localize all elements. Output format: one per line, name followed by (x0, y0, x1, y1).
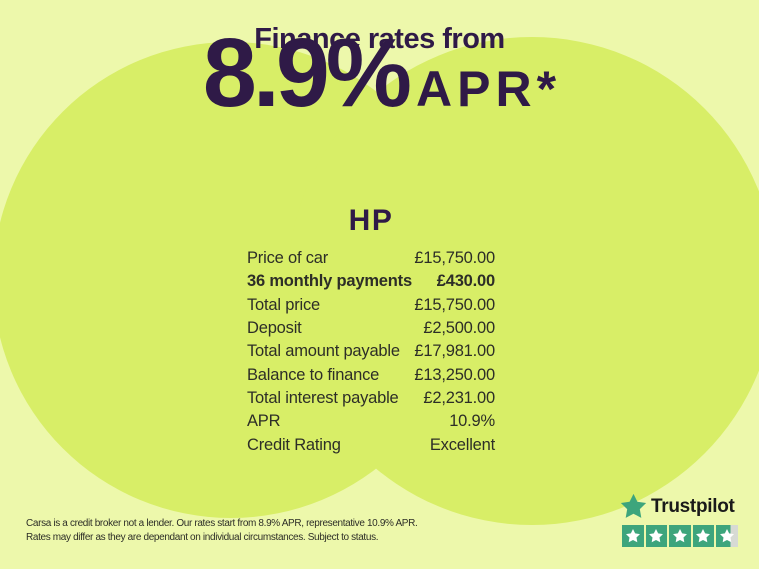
rate-footnote-asterisk: * (536, 61, 557, 117)
row-label: Deposit (247, 319, 302, 338)
finance-row-total-price: Total price £15,750.00 (247, 294, 495, 317)
banner-title: Finance rates from (254, 23, 505, 55)
disclaimer-line-2: Rates may differ as they are dependant o… (26, 532, 379, 543)
trustpilot-rating-stars (622, 525, 738, 547)
trustpilot-star-icon (620, 493, 647, 518)
finance-row-monthly-payments: 36 monthly payments £430.00 (247, 270, 495, 293)
finance-row-apr: APR 10.9% (247, 410, 495, 433)
rate-line: 8.9% APR * (0, 0, 759, 145)
finance-row-balance-to-finance: Balance to finance £13,250.00 (247, 363, 495, 386)
rating-star-2 (645, 525, 667, 547)
trustpilot-badge: Trustpilot (619, 492, 738, 547)
row-label: Total amount payable (247, 342, 400, 361)
disclaimer-line-1: Carsa is a credit broker not a lender. O… (26, 518, 418, 529)
row-value: 10.9% (449, 412, 495, 431)
background-circle-right (288, 37, 759, 525)
disclaimer-text: Carsa is a credit broker not a lender. O… (26, 517, 466, 545)
finance-row-price-of-car: Price of car £15,750.00 (247, 247, 495, 270)
row-value: £15,750.00 (414, 249, 495, 268)
finance-table: Price of car £15,750.00 36 monthly payme… (247, 247, 495, 457)
row-value: Excellent (429, 435, 495, 454)
row-value: £13,250.00 (414, 365, 495, 384)
row-value: £17,981.00 (414, 342, 495, 361)
row-label: 36 monthly payments (247, 272, 412, 291)
star-icon (649, 528, 664, 543)
finance-row-total-amount-payable: Total amount payable £17,981.00 (247, 340, 495, 363)
star-icon (696, 528, 711, 543)
row-label: Price of car (247, 249, 329, 268)
rate-value: 8.9% (202, 18, 412, 127)
row-label: Total price (247, 295, 321, 314)
rating-star-4 (692, 525, 714, 547)
star-icon (672, 528, 687, 543)
star-icon (625, 528, 640, 543)
rating-star-1 (622, 525, 644, 547)
finance-row-credit-rating: Credit Rating Excellent (247, 433, 495, 456)
row-label: APR (247, 412, 281, 431)
star-icon (719, 528, 734, 543)
rating-star-3 (669, 525, 691, 547)
row-value: £15,750.00 (414, 295, 495, 314)
row-value: £2,231.00 (423, 388, 495, 407)
product-title: HP (348, 204, 394, 237)
trustpilot-logo-row: Trustpilot (619, 492, 738, 521)
finance-row-deposit: Deposit £2,500.00 (247, 317, 495, 340)
rate-unit: APR (416, 61, 537, 117)
row-value: £430.00 (436, 272, 495, 291)
trustpilot-wordmark: Trustpilot (651, 495, 735, 517)
row-label: Balance to finance (247, 365, 380, 384)
rating-star-5-partial (716, 525, 738, 547)
row-value: £2,500.00 (423, 319, 495, 338)
row-label: Credit Rating (247, 435, 341, 454)
row-label: Total interest payable (247, 388, 399, 407)
finance-row-total-interest-payable: Total interest payable £2,231.00 (247, 387, 495, 410)
